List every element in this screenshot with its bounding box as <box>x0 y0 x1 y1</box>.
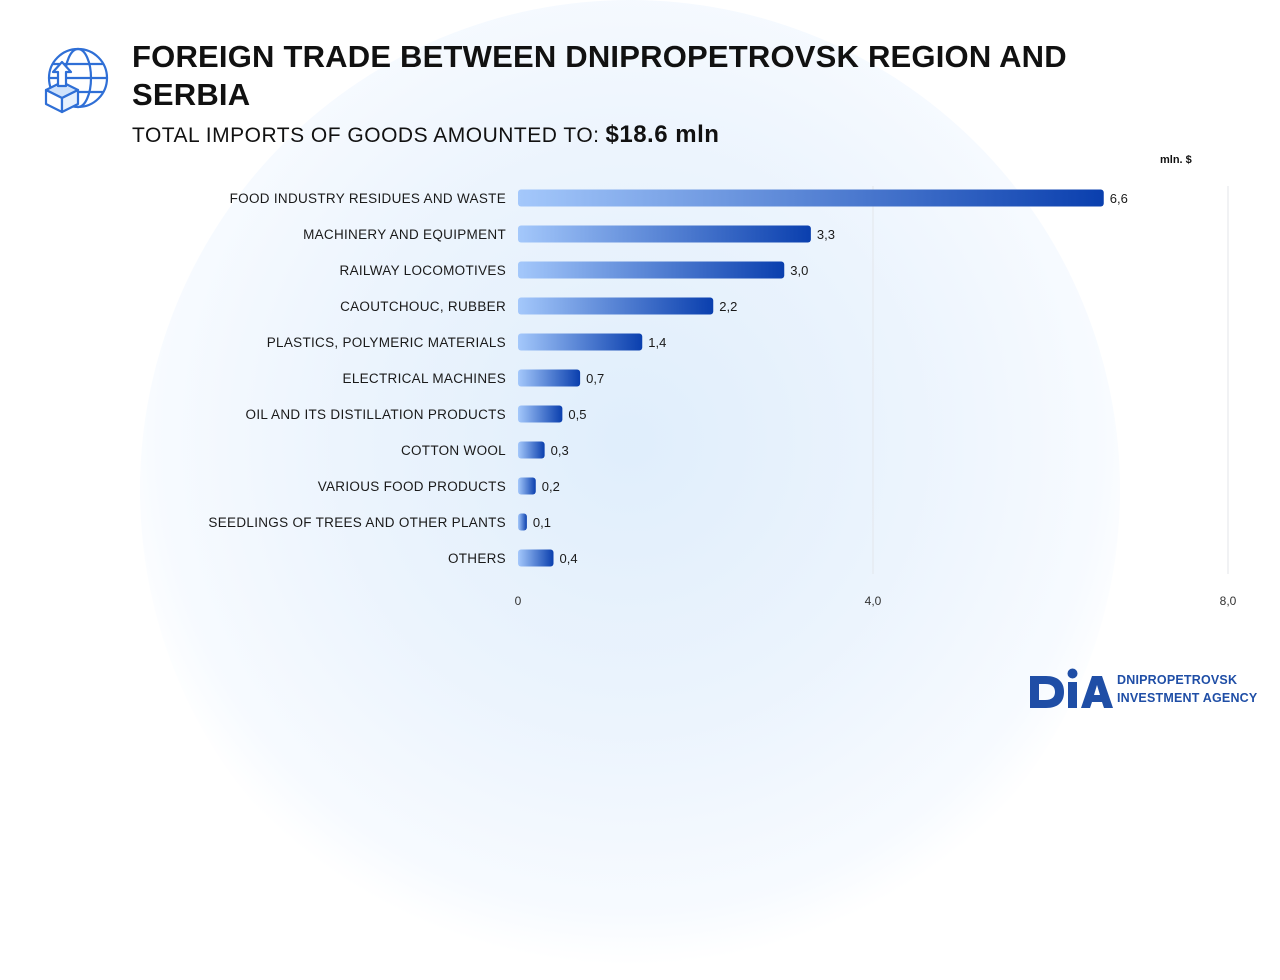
imports-bar-chart: 0 4,0 8,0 FOOD INDUSTRY RESIDUES AND WASTE 6… <box>208 186 1237 608</box>
page-title: FOREIGN TRADE BETWEEN DNIPROPETROVSK REG… <box>132 39 1067 112</box>
bar <box>518 441 545 459</box>
bars <box>518 189 1104 567</box>
bar <box>518 225 811 243</box>
total-imports-value: $18.6 mln <box>605 121 720 148</box>
subtitle-label: TOTAL IMPORTS OF GOODS AMOUNTED TO: <box>132 124 600 147</box>
value-label: 0,4 <box>560 551 578 566</box>
value-label: 2,2 <box>719 299 737 314</box>
category-label: MACHINERY AND EQUIPMENT <box>303 227 506 242</box>
value-label: 0,5 <box>568 407 586 422</box>
category-label: OIL AND ITS DISTILLATION PRODUCTS <box>246 407 506 422</box>
logo-line-1: DNIPROPETROVSK <box>1117 673 1238 687</box>
value-label: 0,3 <box>551 443 569 458</box>
bar <box>518 405 563 423</box>
bar <box>518 297 714 315</box>
category-label: PLASTICS, POLYMERIC MATERIALS <box>267 335 506 350</box>
bar <box>518 333 643 351</box>
logo-text: DNIPROPETROVSK INVESTMENT AGENCY <box>1117 671 1257 707</box>
value-label: 3,0 <box>790 263 808 278</box>
dia-logo <box>1030 668 1113 708</box>
category-label: VARIOUS FOOD PRODUCTS <box>318 479 506 494</box>
bar <box>518 189 1104 207</box>
category-label: CAOUTCHOUC, RUBBER <box>340 299 506 314</box>
category-label: COTTON WOOL <box>401 443 506 458</box>
unit-label: mln. $ <box>1160 154 1192 166</box>
bar <box>518 369 581 387</box>
x-tick-label: 0 <box>515 594 522 608</box>
value-label: 0,7 <box>586 371 604 386</box>
category-label: OTHERS <box>448 551 506 566</box>
grid-lines <box>872 186 1229 574</box>
value-label: 0,2 <box>542 479 560 494</box>
category-label: ELECTRICAL MACHINES <box>343 371 506 386</box>
value-label: 6,6 <box>1110 191 1128 206</box>
value-label: 0,1 <box>533 515 551 530</box>
bar <box>518 477 536 495</box>
category-label: FOOD INDUSTRY RESIDUES AND WASTE <box>230 191 506 206</box>
value-label: 1,4 <box>648 335 666 350</box>
globe-box-arrow-icon <box>44 47 109 114</box>
value-label: 3,3 <box>817 227 835 242</box>
category-label: SEEDLINGS OF TREES AND OTHER PLANTS <box>208 515 506 530</box>
bar <box>518 549 554 567</box>
logo-line-2: INVESTMENT AGENCY <box>1117 691 1258 705</box>
x-tick-label: 8,0 <box>1220 594 1237 608</box>
bar <box>518 261 785 279</box>
category-label: RAILWAY LOCOMOTIVES <box>340 263 506 278</box>
labels: 0 4,0 8,0 FOOD INDUSTRY RESIDUES AND WASTE 6… <box>208 191 1236 608</box>
x-tick-label: 4,0 <box>865 594 882 608</box>
bar <box>518 513 527 531</box>
page-subtitle: TOTAL IMPORTS OF GOODS AMOUNTED TO: $18.6… <box>132 120 719 151</box>
